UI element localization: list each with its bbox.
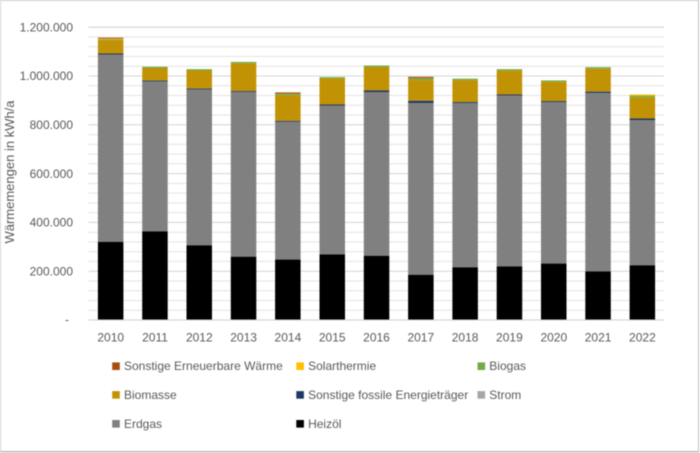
svg-text:2013: 2013 [230, 331, 257, 345]
svg-text:Erdgas: Erdgas [124, 417, 162, 431]
svg-text:2018: 2018 [452, 331, 479, 345]
svg-text:Sonstige fossile Energieträger: Sonstige fossile Energieträger [308, 388, 468, 402]
svg-text:2019: 2019 [496, 331, 523, 345]
svg-text:Wärmemengen in kWh/a: Wärmemengen in kWh/a [2, 100, 17, 244]
svg-text:2010: 2010 [97, 331, 124, 345]
svg-text:1.000.000: 1.000.000 [20, 69, 74, 83]
svg-text:2012: 2012 [186, 331, 213, 345]
svg-text:Biogas: Biogas [489, 359, 526, 373]
svg-text:800.000: 800.000 [30, 118, 74, 132]
svg-text:2015: 2015 [319, 331, 346, 345]
svg-text:200.000: 200.000 [30, 264, 74, 278]
svg-text:Solarthermie: Solarthermie [308, 359, 376, 373]
svg-text:Biomasse: Biomasse [124, 388, 177, 402]
svg-text:2011: 2011 [142, 331, 168, 345]
svg-text:2014: 2014 [275, 331, 302, 345]
svg-text:2020: 2020 [540, 331, 567, 345]
svg-text:400.000: 400.000 [30, 216, 74, 230]
svg-text:600.000: 600.000 [30, 167, 74, 181]
svg-text:Sonstige Erneuerbare Wärme: Sonstige Erneuerbare Wärme [124, 359, 283, 373]
svg-text:2021: 2021 [585, 331, 612, 345]
svg-text:2016: 2016 [363, 331, 390, 345]
svg-text:-: - [65, 313, 69, 327]
svg-text:1.200.000: 1.200.000 [20, 20, 74, 34]
svg-text:2017: 2017 [407, 331, 434, 345]
svg-text:Strom: Strom [489, 388, 521, 402]
svg-text:Heizöl: Heizöl [308, 417, 341, 431]
svg-text:2022: 2022 [629, 331, 656, 345]
